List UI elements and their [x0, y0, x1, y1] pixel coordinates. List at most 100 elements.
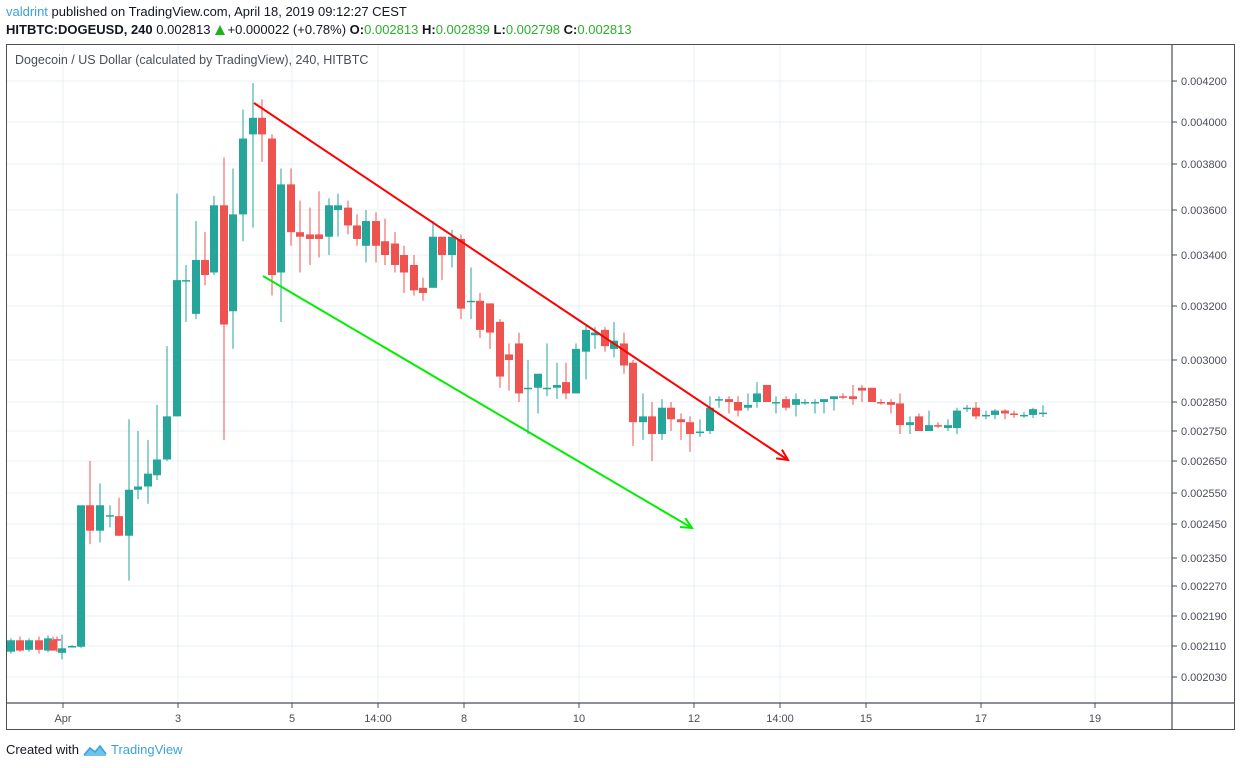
y-axis-tick-label: 0.002850 — [1181, 397, 1227, 409]
symbol-label: HITBTC:DOGEUSD, 240 — [6, 22, 153, 37]
candle-down — [725, 396, 733, 414]
candle-up — [1039, 405, 1047, 417]
candle-down — [400, 245, 408, 293]
author-link[interactable]: valdrint — [6, 4, 48, 19]
x-axis-tick-label: 14:00 — [766, 713, 794, 725]
candle-up — [572, 343, 580, 394]
candle-down — [86, 461, 94, 545]
x-axis-tick-label: 3 — [175, 713, 181, 725]
candle-down — [887, 399, 895, 414]
candle-up — [239, 109, 247, 242]
candle-up — [553, 362, 561, 400]
candle-up — [25, 638, 33, 652]
candle-up — [125, 419, 133, 581]
candle-up — [801, 399, 809, 405]
candle-down — [877, 399, 885, 405]
candle-down — [629, 360, 637, 446]
trend-line-annotations — [253, 102, 790, 530]
candle-down — [419, 277, 427, 301]
published-text: published on TradingView.com, April 18, … — [47, 4, 407, 19]
candle-up — [106, 505, 114, 528]
candle-down — [438, 236, 446, 281]
y-axis-tick-label: 0.002190 — [1181, 611, 1227, 623]
tradingview-link[interactable]: TradingView — [110, 742, 183, 757]
candle-down — [296, 200, 304, 273]
ohlc-values: O:0.002813 H:0.002839 L:0.002798 C:0.002… — [350, 22, 632, 37]
y-axis-tick-label: 0.002030 — [1181, 672, 1227, 684]
candle-down — [476, 292, 484, 338]
candle-down — [858, 384, 866, 402]
y-axis-tick-label: 0.003200 — [1181, 301, 1227, 313]
candle-up — [68, 644, 76, 648]
candle-up — [44, 635, 52, 653]
x-axis-tick-label: 8 — [461, 713, 467, 725]
candle-down — [115, 497, 123, 536]
candle-down — [220, 157, 228, 440]
candle-up — [792, 393, 800, 417]
y-axis-tick-label: 0.002110 — [1181, 641, 1226, 653]
candle-up — [715, 396, 723, 408]
candle-up — [134, 431, 142, 500]
publish-info: valdrint published on TradingView.com, A… — [6, 4, 407, 19]
candle-up — [325, 198, 333, 255]
y-axis-tick-label: 0.003600 — [1181, 205, 1227, 217]
axes: 0.004200 0.004000 0.003800 0.003600 0.003400… — [7, 45, 1234, 729]
y-axis-tick-label: 0.003000 — [1181, 355, 1227, 367]
last-price: 0.002813 — [156, 22, 211, 37]
candle-up — [163, 346, 171, 461]
candle-up — [210, 195, 218, 276]
candle-up — [534, 373, 542, 414]
ohlc-label: C: — [563, 22, 578, 37]
candle-up — [229, 168, 237, 349]
candle-up — [153, 404, 161, 481]
candle-down — [287, 168, 295, 246]
candle-up — [543, 343, 551, 397]
candle-up — [753, 382, 761, 408]
candle-down — [457, 234, 465, 320]
y-axis-tick-label: 0.004000 — [1181, 117, 1227, 129]
candle-up — [582, 324, 590, 380]
y-axis-tick-label: 0.004200 — [1181, 76, 1227, 88]
candle-up — [830, 396, 838, 411]
candle-up — [173, 193, 181, 417]
ohlc-value: 0.002813 — [364, 22, 422, 37]
candle-up — [429, 221, 437, 288]
candle-up — [963, 404, 971, 413]
candle-up — [811, 399, 819, 414]
candle-down — [782, 396, 790, 411]
y-axis-tick-label: 0.002270 — [1181, 581, 1227, 593]
candle-down — [391, 232, 399, 273]
grid-lines — [7, 45, 1172, 703]
support-trend-arrow-icon[interactable] — [262, 275, 694, 530]
candle-down — [201, 232, 209, 286]
resistance-trend-arrow-icon[interactable] — [253, 102, 790, 462]
candle-up — [744, 393, 752, 411]
candle-up — [192, 221, 200, 320]
candle-down — [667, 402, 675, 431]
candle-down — [268, 134, 276, 296]
candle-up — [925, 410, 933, 431]
candle-up — [953, 407, 961, 434]
candle-down — [315, 191, 323, 258]
y-axis-tick-label: 0.003400 — [1181, 250, 1227, 262]
candle-up — [7, 638, 15, 654]
candle-down — [1010, 410, 1018, 418]
candle-up — [906, 416, 914, 434]
tradingview-cloud-logo-icon — [83, 744, 107, 756]
candle-down — [515, 332, 523, 402]
candle-up — [982, 410, 990, 420]
ohlc-value: 0.002813 — [577, 22, 632, 37]
candle-up — [277, 168, 285, 322]
candle-down — [1001, 409, 1009, 420]
candle-up — [1029, 407, 1037, 418]
candle-up — [696, 419, 704, 437]
candle-down — [381, 218, 389, 265]
x-axis-tick-label: 19 — [1089, 713, 1101, 725]
candle-up — [467, 267, 475, 320]
candle-down — [620, 332, 628, 374]
symbol-info-bar: HITBTC:DOGEUSD, 240 0.002813 +0.000022 (+… — [6, 22, 632, 37]
candle-down — [258, 99, 266, 162]
candle-down — [496, 319, 504, 388]
chart-legend: Dogecoin / US Dollar (calculated by Trad… — [15, 53, 369, 67]
